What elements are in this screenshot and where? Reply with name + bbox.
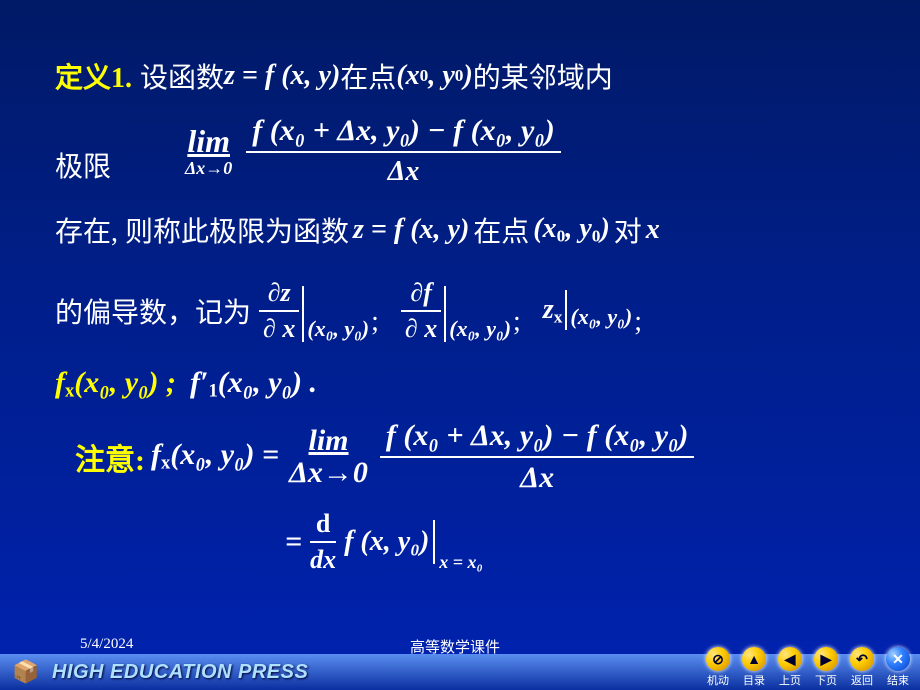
pd-z: ∂z bbox=[264, 278, 295, 308]
eq-sign: = bbox=[285, 525, 302, 559]
definition-line-3: 存在, 则称此极限为函数 z = f (x, y) 在点 (x0, y0) 对 … bbox=[55, 210, 880, 250]
note-lim: lim Δx→0 bbox=[289, 424, 368, 490]
eval-point-2: (x₀, y₀) bbox=[449, 316, 511, 342]
notation-df-dx: ∂f ∂ x (x₀, y₀) bbox=[401, 278, 511, 344]
nav-index[interactable]: ▲目录 bbox=[742, 647, 766, 688]
pd-f: ∂f bbox=[406, 278, 436, 308]
footer-brand: HIGH EDUCATION PRESS bbox=[52, 661, 308, 684]
nav-prev[interactable]: ◀上页 bbox=[778, 647, 802, 688]
footer-bar: 5/4/2024 高等数学课件 📦 HIGH EDUCATION PRESS ⊘… bbox=[0, 654, 920, 690]
notation-zx: zx (x₀, y₀) bbox=[543, 290, 632, 332]
lim-symbol: lim Δx→0 bbox=[185, 123, 232, 179]
pd-x-2: ∂ x bbox=[401, 314, 441, 344]
point-mid: , y bbox=[428, 60, 454, 92]
semicolon-3: ; bbox=[634, 306, 642, 338]
lim-word: lim bbox=[187, 123, 230, 160]
definition-label: 定义1. bbox=[55, 56, 132, 96]
pd-x-1: ∂ x bbox=[259, 314, 299, 344]
text-atpoint-2: 在点 bbox=[473, 210, 529, 250]
eval-bar-1 bbox=[302, 286, 304, 342]
notation-line-2: fx(x₀, y₀) ; f′1(x₀, y₀) . bbox=[55, 366, 880, 403]
semicolon-2: ; bbox=[513, 306, 521, 338]
difference-quotient: f (x₀ + Δx, y₀) − f (x₀, y₀) Δx bbox=[246, 114, 561, 188]
expr-z-eq-fxy-2: z = f (x, y) bbox=[353, 214, 469, 246]
var-x: x bbox=[646, 214, 660, 246]
note-label: 注意: bbox=[75, 435, 145, 479]
semicolon-1: ; bbox=[371, 306, 379, 338]
notation-line: 的偏导数，记为 ∂z ∂ x (x₀, y₀) ; ∂f ∂ x (x₀, y₀… bbox=[55, 278, 880, 344]
text-setfunc: 设函数 bbox=[140, 56, 224, 96]
f-x-y0: f (x, y₀) bbox=[344, 526, 429, 558]
fx-notation: fx(x₀, y₀) ; bbox=[55, 366, 176, 403]
expr-z-eq-fxy: z = f (x, y) bbox=[224, 60, 340, 92]
eval-point-1: (x₀, y₀) bbox=[307, 316, 369, 342]
footer-logo-icon: 📦 bbox=[6, 656, 46, 688]
footer-date: 5/4/2024 bbox=[80, 636, 133, 653]
eval-x-eq-x0: x = x₀ bbox=[439, 552, 483, 573]
z-sym: zx bbox=[543, 294, 563, 327]
dq-denominator: Δx bbox=[382, 156, 426, 188]
eval-bar-3 bbox=[565, 290, 567, 330]
text-atpoint: 在点 bbox=[340, 56, 396, 96]
nav-next[interactable]: ▶下页 bbox=[814, 647, 838, 688]
note-fraction: f (x₀ + Δx, y₀) − f (x₀, y₀) Δx bbox=[380, 419, 695, 495]
nav-end[interactable]: ✕结束 bbox=[886, 647, 910, 688]
nav-buttons: ⊘机动 ▲目录 ◀上页 ▶下页 ↶返回 ✕结束 bbox=[706, 647, 910, 688]
note-lhs: fx(x₀, y₀) = bbox=[151, 438, 279, 475]
point-open: (x bbox=[396, 60, 419, 92]
label-limit: 极限 bbox=[55, 145, 111, 185]
text-partial-denoted: 的偏导数，记为 bbox=[55, 291, 251, 331]
note-line-1: 注意: fx(x₀, y₀) = lim Δx→0 f (x₀ + Δx, y₀… bbox=[75, 419, 880, 495]
fraction-line bbox=[246, 151, 561, 153]
limit-expression: lim Δx→0 f (x₀ + Δx, y₀) − f (x₀, y₀) Δx bbox=[185, 114, 880, 188]
notation-dz-dx: ∂z ∂ x (x₀, y₀) bbox=[259, 278, 369, 344]
lim-under: Δx→0 bbox=[185, 158, 232, 179]
eval-point-3: (x₀, y₀) bbox=[570, 304, 632, 330]
text-neighborhood: 的某邻域内 bbox=[473, 56, 613, 96]
dq-numerator: f (x₀ + Δx, y₀) − f (x₀, y₀) bbox=[246, 114, 561, 148]
eval-bar-4 bbox=[433, 520, 435, 564]
point-2: (x0, y0) bbox=[533, 213, 609, 246]
eval-bar-2 bbox=[444, 286, 446, 342]
slide: 定义1. 设函数 z = f (x, y) 在点 (x0 , y0 ) 的某邻域… bbox=[0, 0, 920, 690]
f1prime-notation: f′1(x₀, y₀) . bbox=[190, 366, 317, 403]
text-exists: 存在, 则称此极限为函数 bbox=[55, 210, 349, 250]
point-close: ) bbox=[463, 60, 472, 92]
nav-motion[interactable]: ⊘机动 bbox=[706, 647, 730, 688]
footer-course: 高等数学课件 bbox=[410, 636, 500, 657]
note-line-2: = d dx f (x, y₀) x = x₀ bbox=[285, 509, 880, 575]
d-dx: d dx bbox=[310, 509, 336, 575]
nav-back[interactable]: ↶返回 bbox=[850, 647, 874, 688]
text-wrt: 对 bbox=[614, 210, 642, 250]
definition-line-1: 定义1. 设函数 z = f (x, y) 在点 (x0 , y0 ) 的某邻域… bbox=[55, 56, 880, 96]
